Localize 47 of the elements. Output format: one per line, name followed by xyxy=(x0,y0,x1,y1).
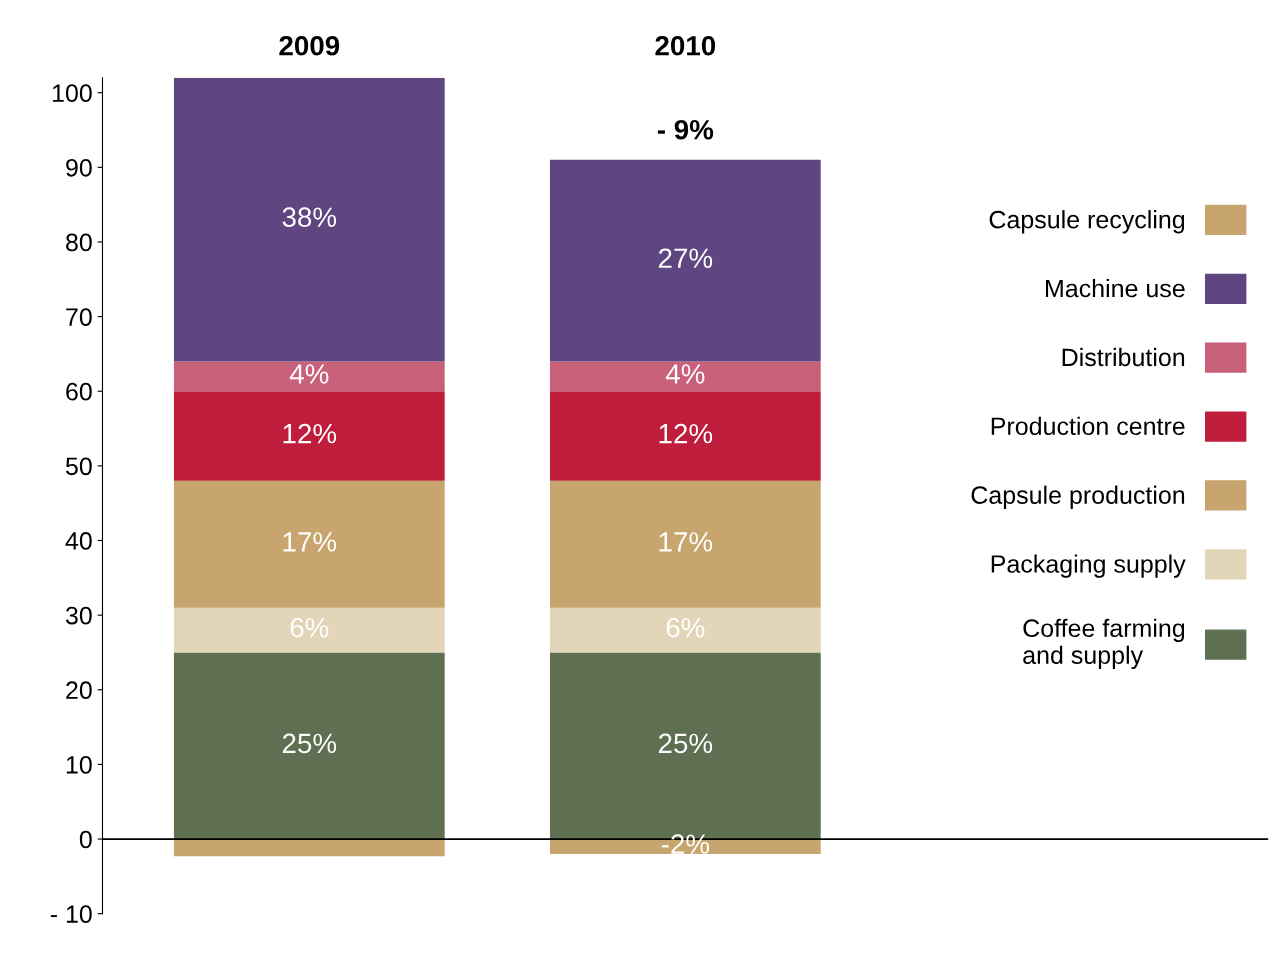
data-label: 25% xyxy=(658,733,713,754)
bar xyxy=(173,839,445,857)
data-label: 6% xyxy=(666,617,705,638)
legend-label: Coffee farming and supply xyxy=(1023,618,1185,669)
annotation: - 9% xyxy=(657,119,714,140)
bar xyxy=(173,480,445,608)
legend-label: Capsule production xyxy=(971,485,1185,509)
data-label: 25% xyxy=(282,733,337,754)
data-label: 17% xyxy=(659,532,713,552)
y-tick-label: 20 xyxy=(66,681,92,700)
bar xyxy=(173,391,445,481)
y-tick-label: - 10 xyxy=(50,905,92,923)
data-label: -2% xyxy=(661,834,710,854)
legend-label: Production centre xyxy=(991,416,1185,436)
bar xyxy=(549,480,821,608)
x-tick-label: 2009 xyxy=(279,35,340,56)
data-label: 12% xyxy=(283,423,337,444)
data-label: 12% xyxy=(659,423,713,444)
y-tick-label: 40 xyxy=(65,532,92,550)
bar xyxy=(173,652,445,840)
data-label: 6% xyxy=(290,617,329,638)
y-tick-label: 100 xyxy=(52,84,92,102)
y-tick-label: 70 xyxy=(66,308,92,326)
y-tick-label: 50 xyxy=(65,457,92,476)
legend-label: Machine use xyxy=(1046,278,1185,298)
y-tick-label: 60 xyxy=(66,382,92,401)
x-tick-label: 2010 xyxy=(655,35,716,56)
bar xyxy=(549,391,821,481)
y-tick-label: 10 xyxy=(66,756,92,774)
legend-label: Distribution xyxy=(1062,347,1185,367)
legend-label: Capsule recycling xyxy=(989,210,1185,234)
y-tick-label: 30 xyxy=(65,606,92,625)
bar xyxy=(549,607,821,653)
data-label: 4% xyxy=(665,364,705,384)
data-label: 17% xyxy=(283,532,337,552)
bar xyxy=(173,607,445,653)
data-label: 27% xyxy=(658,248,713,268)
legend-label: Packaging supply xyxy=(991,554,1186,578)
bar xyxy=(549,159,821,362)
data-label: 4% xyxy=(289,364,329,384)
bar xyxy=(549,361,821,392)
y-tick-label: 90 xyxy=(66,158,92,177)
bar xyxy=(173,77,445,362)
bar xyxy=(173,361,445,392)
y-tick-label: 80 xyxy=(66,233,92,252)
y-tick-label: 0 xyxy=(79,830,92,849)
data-label: 38% xyxy=(282,207,337,228)
